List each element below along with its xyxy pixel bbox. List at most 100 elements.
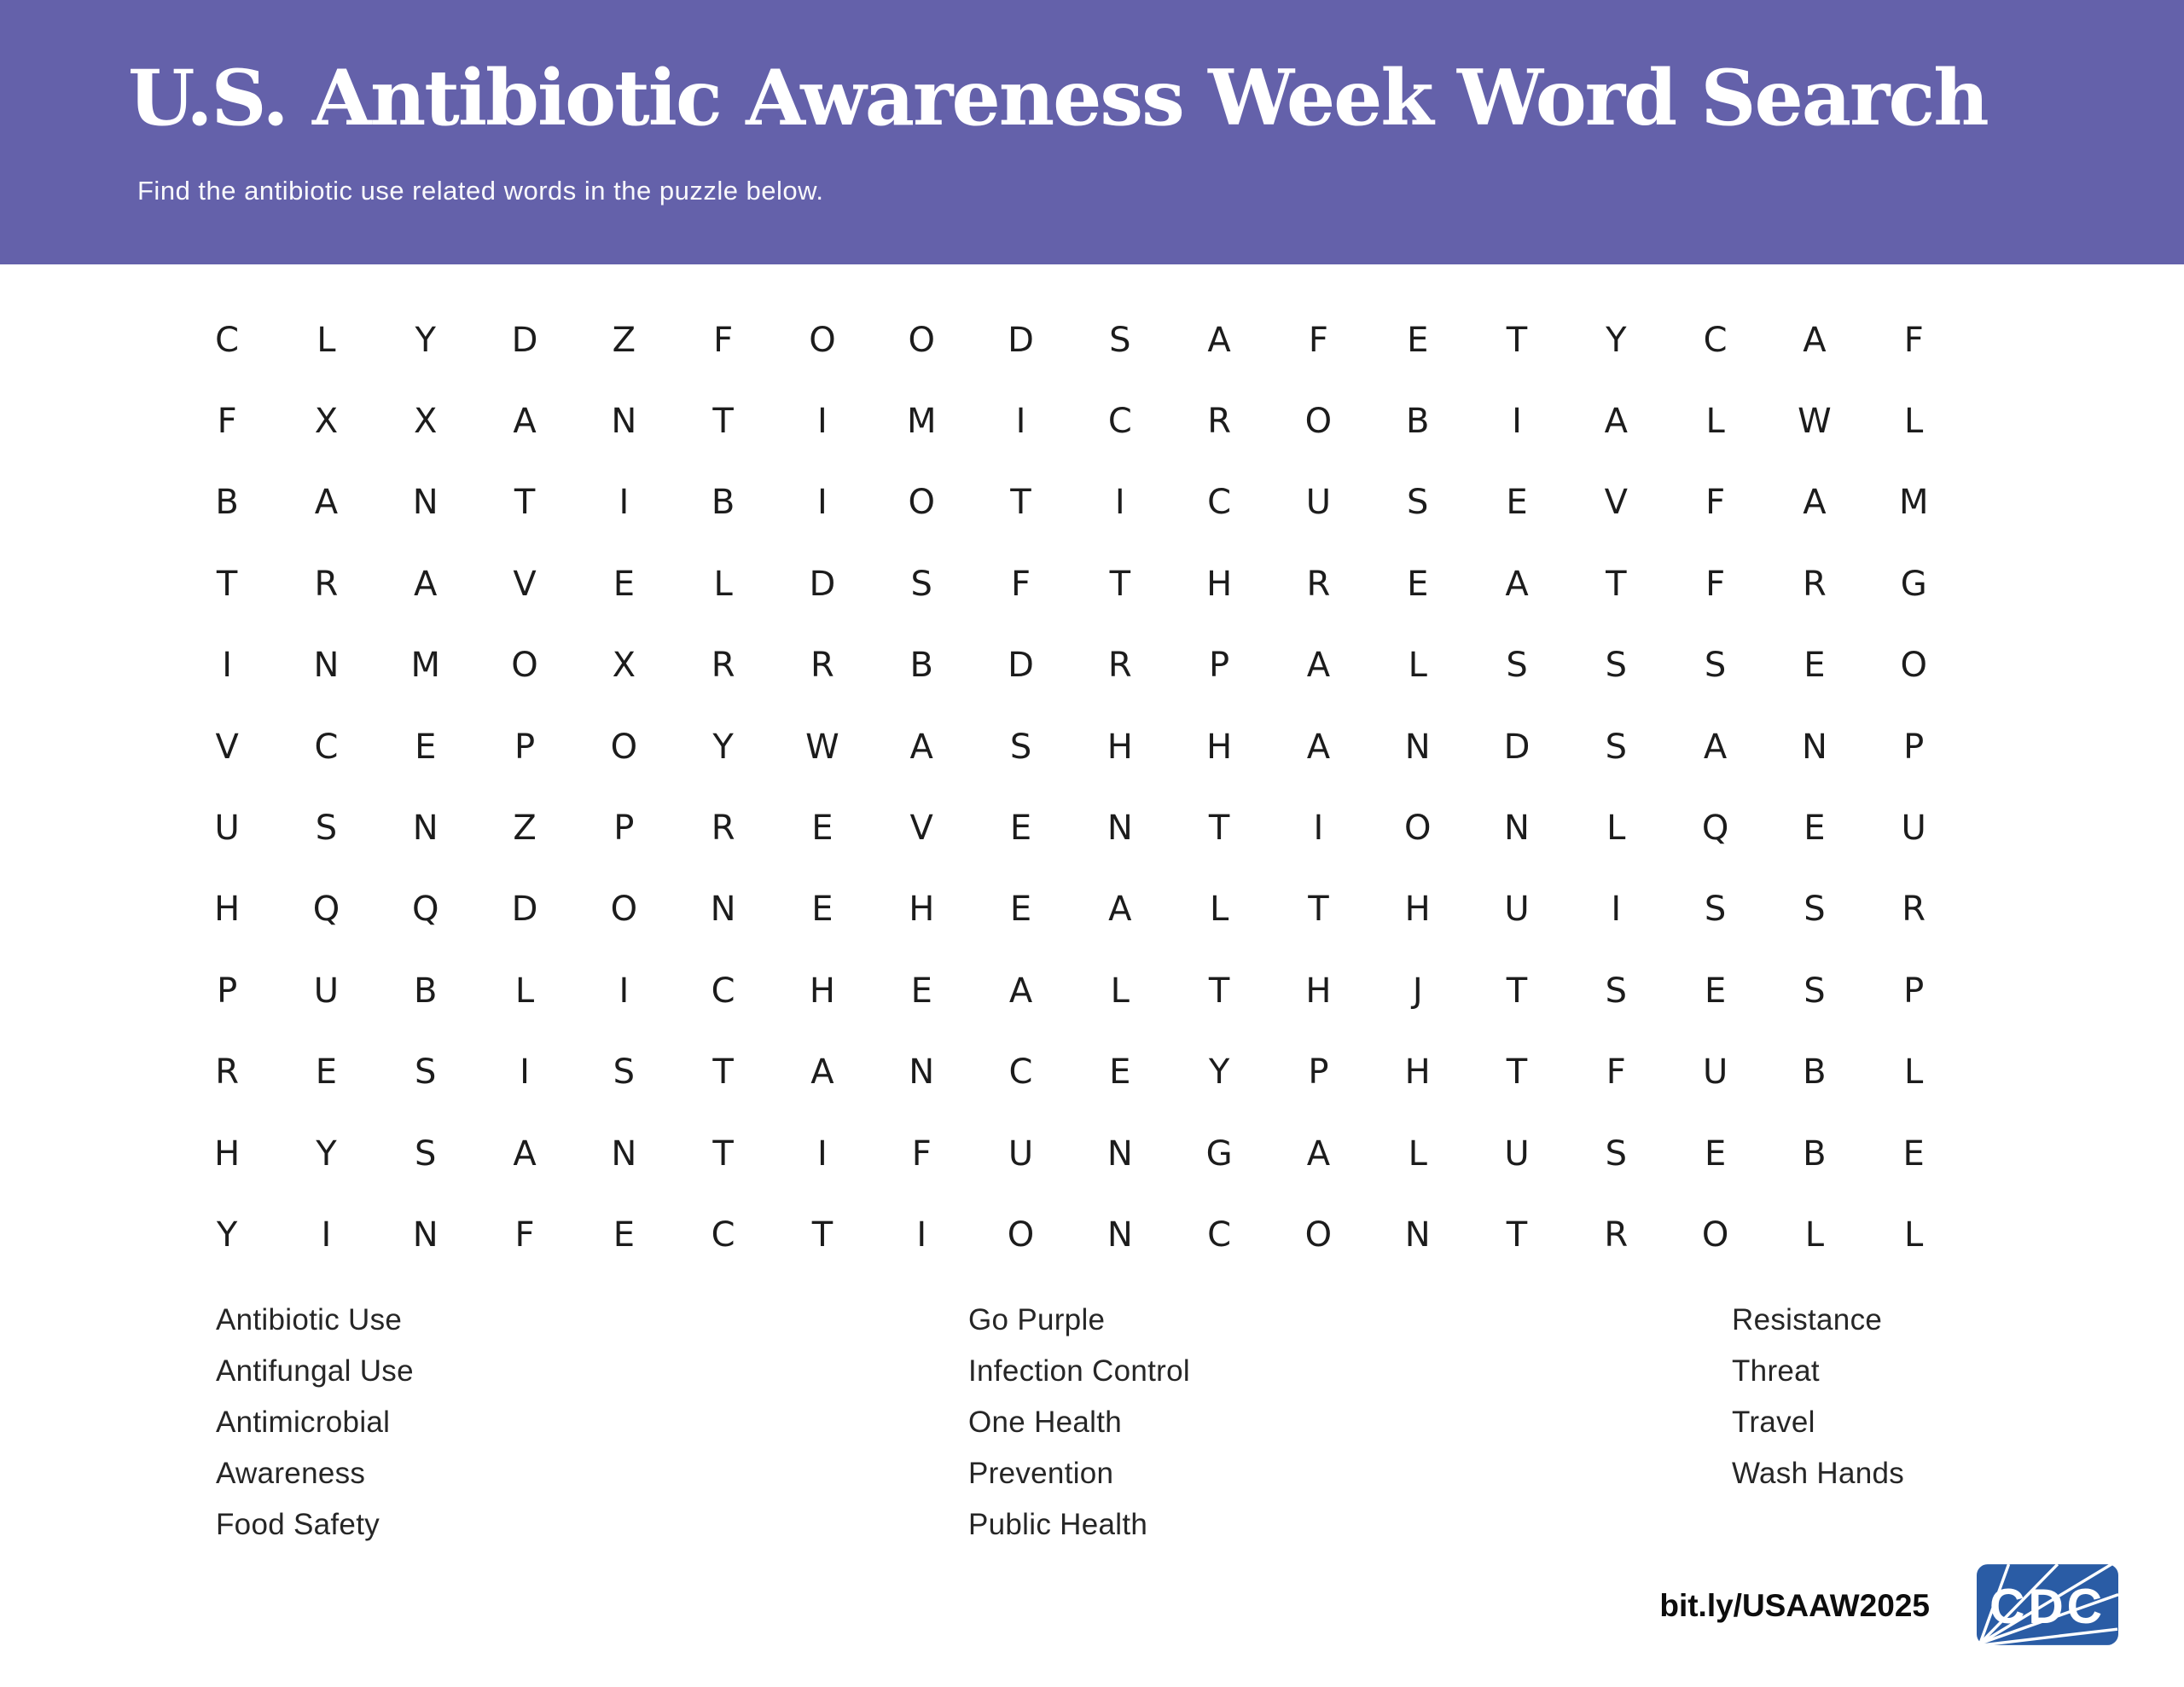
grid-letter: X <box>314 402 339 442</box>
grid-letter: A <box>1803 320 1827 360</box>
word-list-item: Travel <box>1732 1406 1815 1439</box>
grid-letter: R <box>1902 890 1926 930</box>
grid-letter: N <box>313 646 340 686</box>
grid-letter: C <box>1703 320 1728 360</box>
grid-letter: D <box>1008 320 1034 360</box>
grid-letter: O <box>1304 1215 1333 1255</box>
grid-letter: B <box>711 483 735 523</box>
grid-letter: Q <box>312 890 340 930</box>
grid-letter: O <box>809 320 836 360</box>
grid-letter: A <box>414 564 438 604</box>
grid-letter: E <box>613 564 635 604</box>
grid-letter: L <box>1804 1215 1825 1255</box>
grid-letter: T <box>1506 971 1528 1011</box>
grid-letter: A <box>1803 483 1827 523</box>
grid-letter: E <box>1704 1133 1727 1174</box>
grid-letter: X <box>414 402 438 442</box>
grid-letter: T <box>514 483 536 523</box>
grid-letter: H <box>214 1133 241 1174</box>
grid-letter: E <box>1506 483 1528 523</box>
grid-letter: C <box>1207 1215 1232 1255</box>
grid-letter: O <box>511 646 538 686</box>
word-list-column-1: Antibiotic Use Antifungal Use Antimicrobia… <box>216 1295 414 1551</box>
grid-letter: Y <box>216 1215 238 1255</box>
grid-letter: S <box>1605 646 1627 686</box>
grid-letter: U <box>214 809 240 849</box>
grid-letter: C <box>215 320 240 360</box>
grid-letter: U <box>1504 890 1530 930</box>
grid-letter: O <box>1900 646 1927 686</box>
grid-letter: Y <box>415 320 436 360</box>
grid-letter: A <box>1505 564 1529 604</box>
grid-letter: F <box>1308 320 1328 360</box>
grid-letter: N <box>1504 809 1530 849</box>
cdc-logo-rays <box>1978 1564 2118 1645</box>
grid-letter: B <box>1405 402 1430 442</box>
grid-letter: L <box>1209 890 1229 930</box>
grid-letter: U <box>1702 1052 1728 1093</box>
page-title: U.S. Antibiotic Awareness Week Word Sear… <box>128 53 1989 143</box>
grid-letter: E <box>1407 320 1429 360</box>
grid-letter: H <box>1404 1052 1431 1093</box>
grid-letter: I <box>520 1052 530 1093</box>
grid-letter: E <box>1804 809 1826 849</box>
grid-letter: G <box>1900 564 1927 604</box>
grid-letter: U <box>313 971 340 1011</box>
grid-letter: R <box>810 646 834 686</box>
grid-letter: N <box>412 483 439 523</box>
grid-letter: N <box>909 1052 935 1093</box>
grid-letter: E <box>1704 971 1727 1011</box>
grid-letter: S <box>1605 727 1627 767</box>
grid-letter: O <box>908 320 935 360</box>
grid-letter: D <box>809 564 836 604</box>
grid-letter: E <box>1407 564 1429 604</box>
grid-letter: S <box>1804 890 1826 930</box>
grid-letter: C <box>1008 1052 1033 1093</box>
grid-letter: H <box>1305 971 1332 1011</box>
grid-letter: O <box>908 483 935 523</box>
grid-letter: N <box>1404 727 1431 767</box>
word-list-item: Antibiotic Use <box>216 1303 403 1336</box>
grid-letter: Y <box>1606 320 1627 360</box>
word-list-item: Public Health <box>968 1508 1148 1541</box>
grid-letter: A <box>1306 1133 1331 1174</box>
word-list-item: Go Purple <box>968 1303 1106 1336</box>
grid-letter: S <box>1804 971 1826 1011</box>
grid-letter: R <box>215 1052 240 1093</box>
grid-letter: P <box>1308 1052 1329 1093</box>
grid-letter: C <box>711 1215 735 1255</box>
grid-letter: E <box>1902 1133 1925 1174</box>
grid-letter: I <box>619 971 630 1011</box>
grid-letter: T <box>712 1133 734 1174</box>
grid-letter: A <box>810 1052 834 1093</box>
grid-letter: L <box>1408 646 1427 686</box>
grid-letter: E <box>1109 1052 1131 1093</box>
grid-letter: Q <box>412 890 439 930</box>
grid-letter: T <box>1010 483 1031 523</box>
grid-letter: T <box>1506 1215 1528 1255</box>
word-list-item: Wash Hands <box>1732 1457 1905 1490</box>
grid-letter: B <box>215 483 239 523</box>
word-list-item: One Health <box>968 1406 1123 1439</box>
grid-letter: F <box>1705 483 1726 523</box>
grid-letter: I <box>321 1215 332 1255</box>
grid-letter: N <box>710 890 736 930</box>
short-url-link[interactable]: bit.ly/USAAW2025 <box>1659 1588 1930 1623</box>
grid-letter: A <box>1604 402 1628 442</box>
grid-letter: P <box>1903 971 1925 1011</box>
grid-letter: R <box>1803 564 1827 604</box>
grid-letter: S <box>910 564 932 604</box>
grid-letter: Z <box>513 809 537 849</box>
grid-letter: Z <box>612 320 636 360</box>
grid-letter: N <box>1107 1215 1133 1255</box>
grid-letter: A <box>1008 971 1033 1011</box>
word-list-item: Infection Control <box>968 1354 1190 1388</box>
grid-letter: E <box>415 727 437 767</box>
grid-letter: F <box>911 1133 932 1174</box>
grid-letter: L <box>1705 402 1725 442</box>
grid-letter: H <box>1404 890 1431 930</box>
grid-letter: H <box>1107 727 1133 767</box>
grid-letter: I <box>1015 402 1026 442</box>
grid-letter: I <box>1114 483 1125 523</box>
